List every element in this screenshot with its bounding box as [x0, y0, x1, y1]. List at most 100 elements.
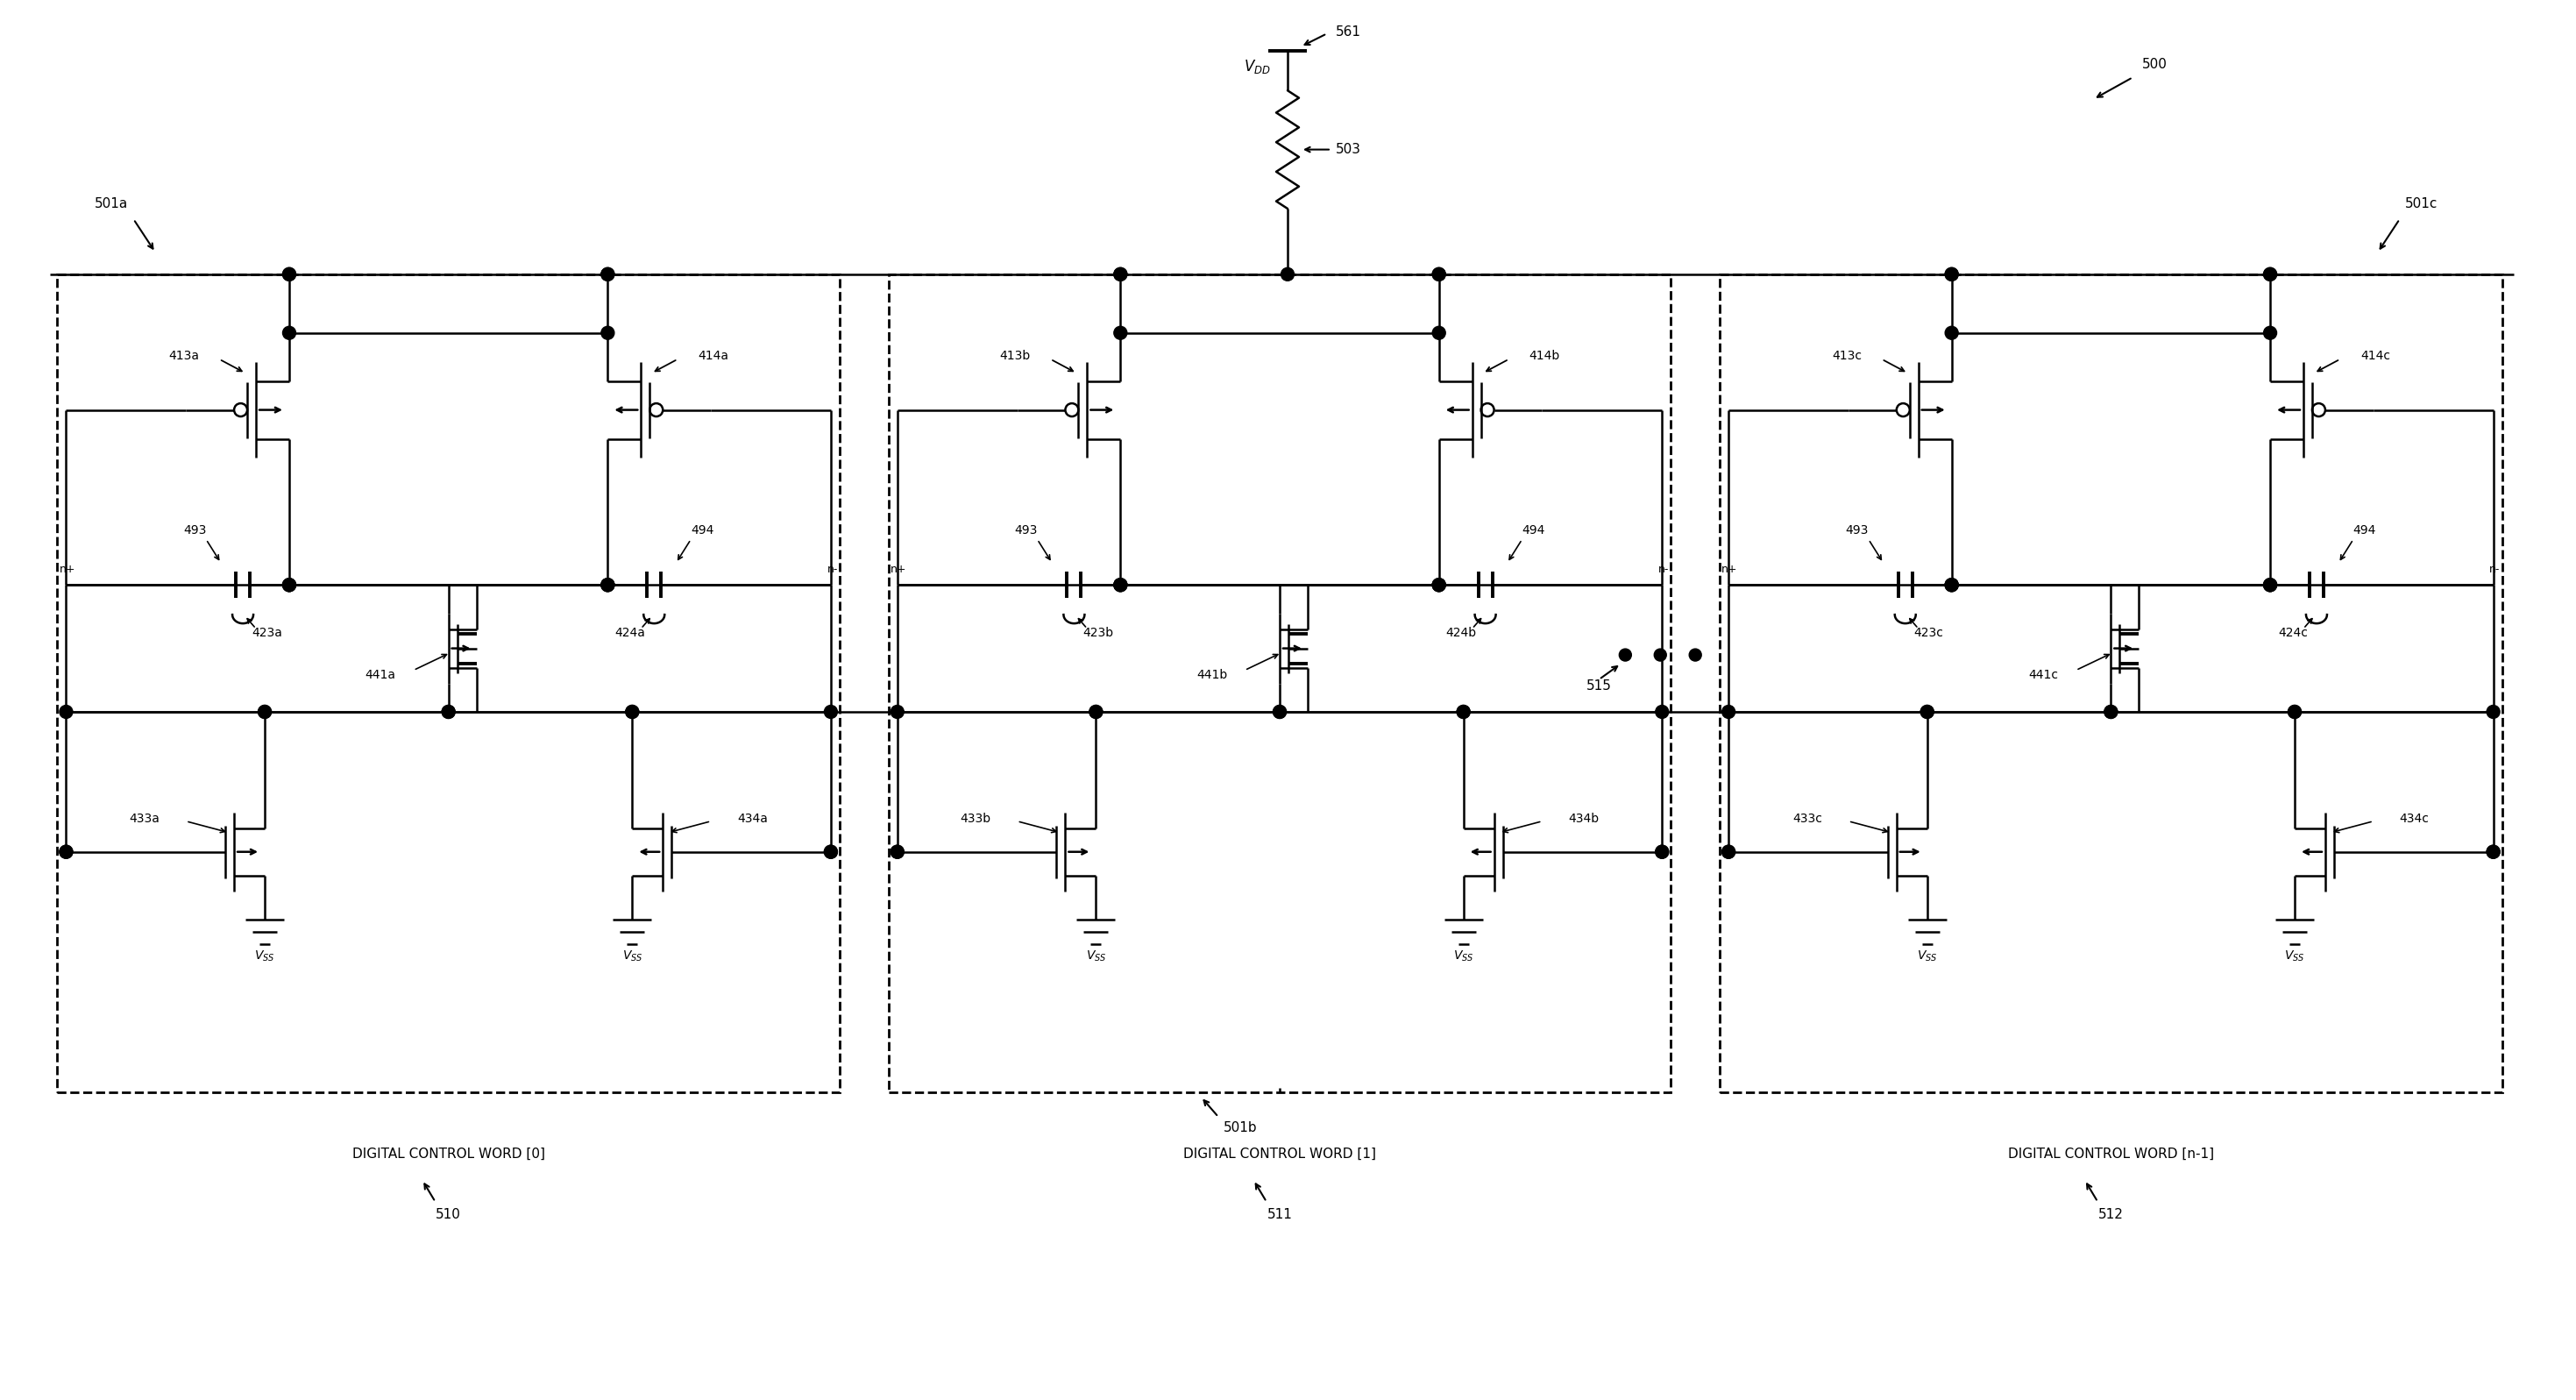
Circle shape	[824, 846, 837, 858]
Circle shape	[2486, 706, 2499, 718]
Text: 434a: 434a	[737, 812, 768, 825]
Text: 441b: 441b	[1195, 668, 1226, 680]
Text: DIGITAL CONTROL WORD [n-1]: DIGITAL CONTROL WORD [n-1]	[2007, 1147, 2213, 1161]
Text: $V_{SS}$: $V_{SS}$	[255, 949, 276, 963]
Circle shape	[600, 267, 613, 281]
Circle shape	[1656, 846, 1669, 858]
Text: 413a: 413a	[167, 350, 198, 361]
Text: 503: 503	[1337, 143, 1360, 157]
Circle shape	[600, 267, 613, 281]
Circle shape	[1432, 578, 1445, 591]
Circle shape	[283, 267, 296, 281]
Text: 434c: 434c	[2401, 812, 2429, 825]
Text: n+: n+	[891, 563, 907, 575]
Circle shape	[1432, 578, 1445, 591]
Text: 561: 561	[1337, 25, 1360, 38]
Circle shape	[1922, 706, 1935, 718]
Text: 413b: 413b	[999, 350, 1030, 361]
Text: 424a: 424a	[616, 627, 647, 640]
Circle shape	[1113, 578, 1128, 591]
Text: 511: 511	[1267, 1208, 1293, 1222]
Circle shape	[1458, 706, 1471, 718]
Circle shape	[626, 706, 639, 718]
Text: 423a: 423a	[252, 627, 283, 640]
Circle shape	[1620, 648, 1631, 661]
Circle shape	[1273, 706, 1285, 718]
Circle shape	[59, 706, 72, 718]
Circle shape	[824, 706, 837, 718]
Circle shape	[1721, 706, 1736, 718]
Text: 433b: 433b	[961, 812, 992, 825]
Circle shape	[1656, 846, 1669, 858]
Text: $V_{SS}$: $V_{SS}$	[1917, 949, 1937, 963]
Circle shape	[1945, 578, 1958, 591]
Circle shape	[1721, 846, 1736, 858]
Text: 501a: 501a	[95, 197, 129, 211]
Text: 501c: 501c	[2406, 197, 2437, 211]
Circle shape	[1113, 326, 1128, 339]
Text: 501b: 501b	[1224, 1121, 1257, 1134]
Circle shape	[59, 846, 72, 858]
Circle shape	[1656, 706, 1669, 718]
Circle shape	[1432, 267, 1445, 281]
Circle shape	[1945, 578, 1958, 591]
Circle shape	[443, 706, 456, 718]
Circle shape	[1113, 267, 1128, 281]
Circle shape	[283, 578, 296, 591]
Circle shape	[2105, 706, 2117, 718]
Circle shape	[1721, 846, 1736, 858]
Text: $V_{SS}$: $V_{SS}$	[621, 949, 641, 963]
Circle shape	[2287, 706, 2300, 718]
Circle shape	[283, 326, 296, 339]
Circle shape	[1945, 267, 1958, 281]
Circle shape	[2264, 326, 2277, 339]
Circle shape	[2264, 267, 2277, 281]
Text: 500: 500	[2143, 57, 2166, 71]
Circle shape	[1945, 326, 1958, 339]
Circle shape	[443, 706, 456, 718]
Text: $V_{SS}$: $V_{SS}$	[2285, 949, 2306, 963]
Text: 441a: 441a	[366, 668, 397, 680]
Circle shape	[59, 846, 72, 858]
Text: n-: n-	[1659, 563, 1669, 575]
Circle shape	[258, 706, 270, 718]
Circle shape	[2486, 846, 2499, 858]
Text: 414a: 414a	[698, 350, 729, 361]
Circle shape	[600, 578, 613, 591]
Circle shape	[891, 706, 904, 718]
Text: 494: 494	[1522, 525, 1546, 536]
Text: 433c: 433c	[1793, 812, 1821, 825]
Text: 515: 515	[1587, 679, 1610, 692]
Circle shape	[283, 578, 296, 591]
Circle shape	[1945, 578, 1958, 591]
Circle shape	[1090, 706, 1103, 718]
Circle shape	[1690, 648, 1700, 661]
Circle shape	[1113, 578, 1128, 591]
Text: n+: n+	[1721, 563, 1739, 575]
Text: n-: n-	[827, 563, 837, 575]
Text: 424b: 424b	[1445, 627, 1476, 640]
Text: DIGITAL CONTROL WORD [0]: DIGITAL CONTROL WORD [0]	[353, 1147, 546, 1161]
Circle shape	[1113, 267, 1128, 281]
Circle shape	[2486, 846, 2499, 858]
Circle shape	[824, 846, 837, 858]
Circle shape	[1945, 267, 1958, 281]
Text: 433a: 433a	[129, 812, 160, 825]
Text: 414b: 414b	[1530, 350, 1561, 361]
Text: 494: 494	[690, 525, 714, 536]
Text: 434b: 434b	[1569, 812, 1600, 825]
Text: $V_{SS}$: $V_{SS}$	[1453, 949, 1473, 963]
Circle shape	[2264, 578, 2277, 591]
Circle shape	[1432, 326, 1445, 339]
Circle shape	[2264, 578, 2277, 591]
Circle shape	[1432, 267, 1445, 281]
Circle shape	[283, 578, 296, 591]
Text: $V_{SS}$: $V_{SS}$	[1084, 949, 1105, 963]
Text: 414c: 414c	[2360, 350, 2391, 361]
Text: $V_{DD}$: $V_{DD}$	[1244, 59, 1270, 76]
Circle shape	[1458, 706, 1471, 718]
Circle shape	[626, 706, 639, 718]
Circle shape	[1113, 578, 1128, 591]
Circle shape	[2264, 578, 2277, 591]
Text: 441c: 441c	[2030, 668, 2058, 680]
